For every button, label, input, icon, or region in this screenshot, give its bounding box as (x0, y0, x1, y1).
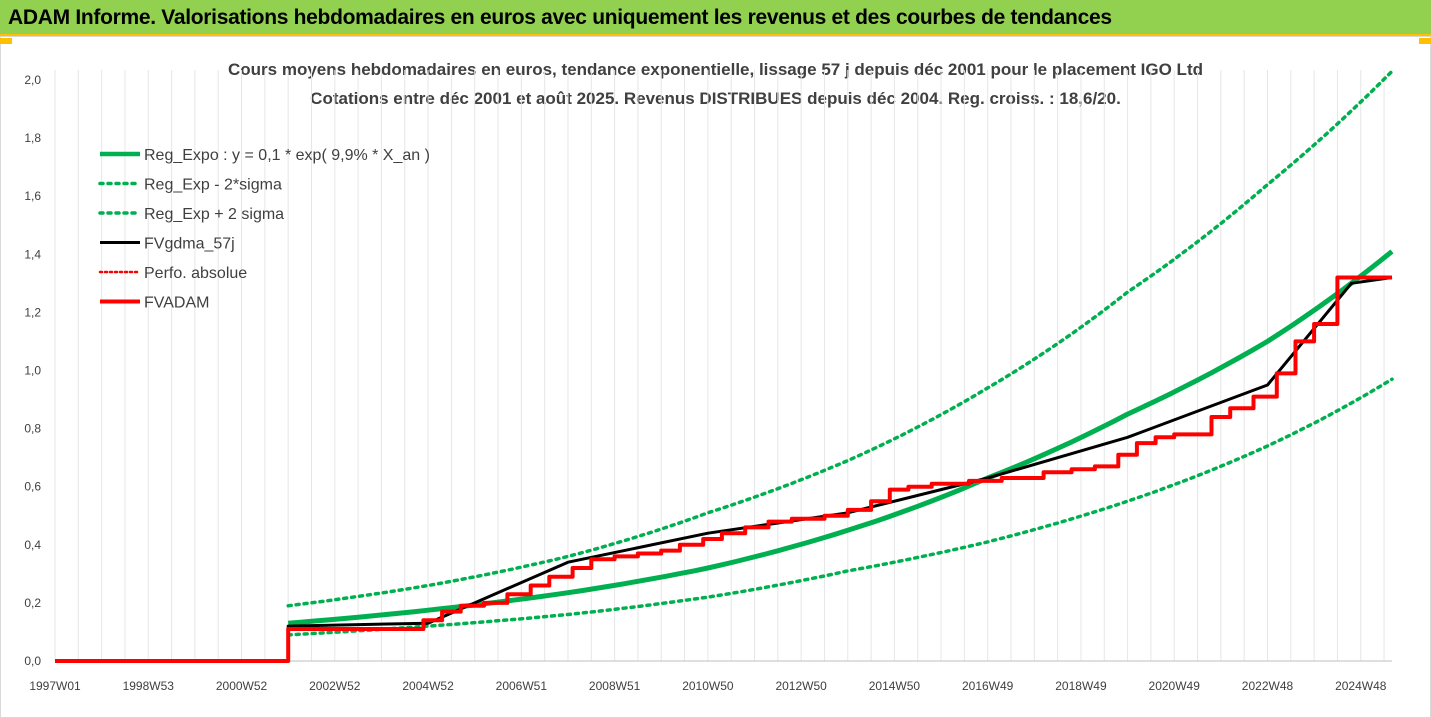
legend-label-0: Reg_Expo : y = 0,1 * exp( 9,9% * X_an ) (144, 147, 430, 164)
corner-marker-right (1419, 38, 1431, 44)
x-tick-label: 1998W53 (123, 679, 175, 693)
x-tick-label: 2012W50 (775, 679, 827, 693)
y-tick-label: 0,4 (24, 538, 41, 552)
x-tick-label: 2004W52 (402, 679, 454, 693)
series-line-1 (286, 377, 1394, 637)
y-tick-label: 1,6 (24, 189, 41, 203)
y-tick-label: 0,2 (24, 596, 41, 610)
x-tick-label: 1997W01 (29, 679, 81, 693)
x-tick-label: 2006W51 (496, 679, 548, 693)
x-tick-label: 2020W49 (1149, 679, 1201, 693)
y-tick-label: 1,2 (24, 305, 41, 319)
series-line-2 (286, 69, 1394, 608)
y-tick-label: 1,8 (24, 131, 41, 145)
x-tick-label: 2010W50 (682, 679, 734, 693)
legend-label-4: Perfo. absolue (144, 265, 247, 282)
y-tick-label: 2,0 (24, 73, 41, 87)
x-tick-label: 2024W48 (1335, 679, 1387, 693)
y-tick-label: 0,6 (24, 480, 41, 494)
series-line-0 (288, 249, 1394, 626)
x-tick-label: 2016W49 (962, 679, 1014, 693)
x-tick-label: 2022W48 (1242, 679, 1294, 693)
corner-marker-left (0, 38, 12, 44)
x-tick-label: 2002W52 (309, 679, 361, 693)
series-line-3 (55, 276, 1393, 663)
chart-title: Cours moyens hebdomadaires en euros, ten… (228, 60, 1203, 79)
x-tick-label: 2008W51 (589, 679, 641, 693)
x-tick-label: 2000W52 (216, 679, 268, 693)
legend-label-3: FVgdma_57j (144, 236, 235, 253)
series-line-5 (55, 275, 1392, 663)
legend-label-5: FVADAM (144, 295, 209, 312)
report-title: ADAM Informe. Valorisations hebdomadaire… (8, 6, 1112, 29)
y-tick-label: 1,0 (24, 364, 41, 378)
y-tick-label: 1,4 (24, 247, 41, 261)
x-tick-label: 2018W49 (1055, 679, 1107, 693)
legend-label-1: Reg_Exp - 2*sigma (144, 177, 282, 194)
report-header: ADAM Informe. Valorisations hebdomadaire… (0, 0, 1431, 36)
y-tick-label: 0,8 (24, 422, 41, 436)
y-tick-label: 0,0 (24, 654, 41, 668)
x-tick-label: 2014W50 (869, 679, 921, 693)
legend-label-2: Reg_Exp + 2 sigma (144, 206, 284, 223)
